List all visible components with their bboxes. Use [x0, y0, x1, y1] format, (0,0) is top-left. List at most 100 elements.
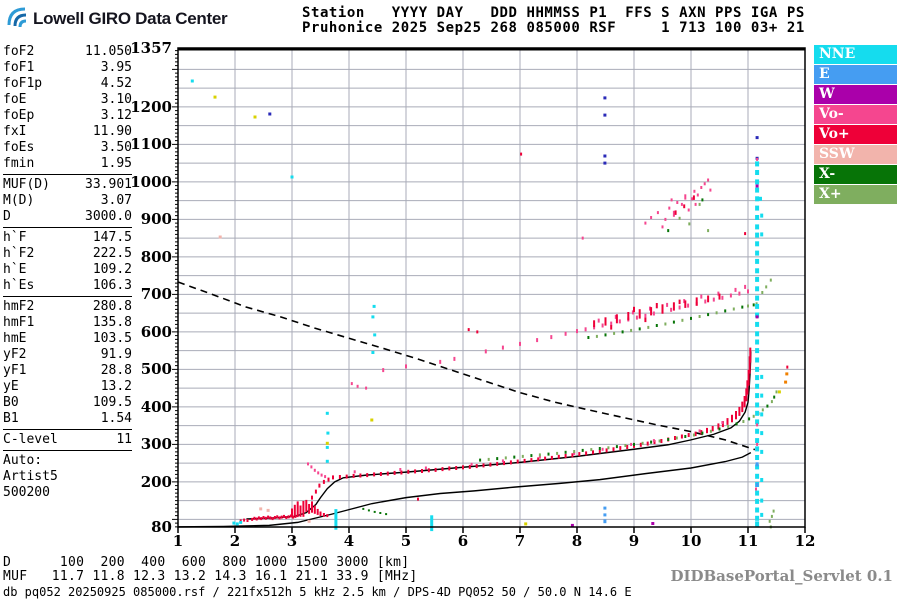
param-value: 109.2 [92, 262, 132, 277]
param-row-M(D): M(D) 3.07 [3, 193, 132, 209]
autoscaling-info: Auto: [3, 453, 43, 468]
param-label: fxI [3, 124, 27, 139]
param-value: 147.5 [92, 230, 132, 245]
series-es-cluster [291, 499, 329, 518]
param-row-MUF(D): MUF(D) 33.901 [3, 177, 132, 193]
param-value: 103.5 [92, 331, 132, 346]
series-ssw-specks [218, 235, 311, 523]
x-tick-label-3: 3 [286, 532, 298, 550]
param-label: hmF1 [3, 315, 35, 330]
param-label: C-level [3, 432, 58, 447]
series-second-hop-green-light [595, 202, 772, 338]
legend-item-Vo+: Vo+ [814, 125, 897, 144]
legend-item-SSW: SSW [814, 145, 897, 164]
param-row-foE: foE 3.10 [3, 92, 132, 108]
line-muf-transmission-curve [177, 281, 756, 451]
legend-item-W: W [814, 85, 897, 104]
series-w-specks [570, 184, 759, 527]
x-tick-label-8: 8 [571, 532, 583, 550]
param-value: 13.2 [100, 379, 132, 394]
legend-item-NNE: NNE [814, 45, 897, 64]
param-row-yF2: yF2 91.9 [3, 347, 132, 363]
param-value: 109.5 [92, 395, 132, 410]
autoscaling-info: Artist5 [3, 469, 58, 484]
param-row-foF1p: foF1p 4.52 [3, 76, 132, 92]
param-row-foF1: foF1 3.95 [3, 60, 132, 76]
param-value: 3000.0 [85, 209, 132, 224]
y-tick-label-400: 400 [140, 397, 172, 416]
y-tick-label-1357: 1357 [130, 39, 172, 57]
x-tick-label-7: 7 [514, 532, 526, 550]
param-label: h`Es [3, 278, 35, 293]
param-row-D: D 3000.0 [3, 209, 132, 225]
param-value: 4.52 [100, 76, 132, 91]
series-nne-secondary-dashes [759, 196, 764, 517]
param-value: 3.07 [100, 193, 132, 208]
giro-logo: Lowell GIRO Data Center [6, 4, 228, 34]
param-label: foF2 [3, 44, 35, 59]
param-value: 11.050 [85, 44, 132, 59]
param-separator [3, 174, 132, 175]
param-label: B1 [3, 411, 19, 426]
param-row-fmin: fmin 1.95 [3, 156, 132, 172]
legend-item-X-: X- [814, 165, 897, 184]
param-row-foEs: foEs 3.50 [3, 140, 132, 156]
param-label: yF2 [3, 347, 27, 362]
param-label: foE [3, 92, 27, 107]
param-value: 28.8 [100, 363, 132, 378]
series-nne-sparse-echoes [190, 79, 434, 532]
station-header: Station YYYY DAY DDD HHMMSS P1 FFS S AXN… [302, 6, 805, 36]
y-tick-label-600: 600 [140, 322, 172, 341]
param-label: B0 [3, 395, 19, 410]
x-tick-label-10: 10 [680, 532, 702, 550]
param-value: 106.3 [92, 278, 132, 293]
ionogram-plot [172, 47, 806, 533]
series-high-spread-cluster-red [674, 195, 747, 236]
param-value: 3.10 [100, 92, 132, 107]
x-tick-label-1: 1 [172, 532, 184, 550]
param-label: MUF(D) [3, 177, 50, 192]
param-value: 11 [116, 432, 132, 447]
series-orange-specks [784, 372, 789, 384]
param-separator [3, 296, 132, 297]
param-row-h`F2: h`F2 222.5 [3, 246, 132, 262]
servlet-version-label: DIDBasePortal_Servlet 0.1 [670, 567, 893, 585]
station-header-columns: Station YYYY DAY DDD HHMMSS P1 FFS S AXN… [302, 5, 805, 21]
distance-row: D 100 200 400 600 800 1000 1500 3000 [km… [3, 555, 410, 570]
y-tick-label-200: 200 [140, 472, 172, 491]
param-label: foF1p [3, 76, 43, 91]
param-value: 3.95 [100, 60, 132, 75]
y-tick-label-1100: 1100 [130, 135, 172, 154]
param-row-hmE: hmE 103.5 [3, 331, 132, 347]
param-value: 3.50 [100, 140, 132, 155]
scaled-parameters-panel: foF2 11.050 foF1 3.95 foF1p 4.52 foE 3.10 foEp 3.… [3, 44, 132, 501]
param-label: M(D) [3, 193, 35, 208]
param-row-h`Es: h`Es 106.3 [3, 278, 132, 294]
param-label: fmin [3, 156, 35, 171]
x-tick-label-11: 11 [737, 532, 759, 550]
series-f-trace-o-mode [311, 347, 752, 500]
param-label: yF1 [3, 363, 27, 378]
y-tick-label-80: 80 [151, 517, 172, 536]
param-label: h`F [3, 230, 27, 245]
param-row-foEp: foEp 3.12 [3, 108, 132, 124]
series-high-spread-cluster-pink [581, 178, 712, 240]
param-row-h`F: h`F 147.5 [3, 230, 132, 246]
y-tick-label-900: 900 [140, 210, 172, 229]
param-row-foF2: foF2 11.050 [3, 44, 132, 60]
param-row-hmF2: hmF2 280.8 [3, 299, 132, 315]
param-value: 3.12 [100, 108, 132, 123]
param-label: yE [3, 379, 19, 394]
param-row-yF1: yF1 28.8 [3, 363, 132, 379]
param-separator [3, 227, 132, 228]
x-tick-label-5: 5 [400, 532, 412, 550]
param-value: 91.9 [100, 347, 132, 362]
series-f-trace-vo--sprinkle [307, 421, 724, 479]
param-value: 135.8 [92, 315, 132, 330]
param-row-B1: B1 1.54 [3, 411, 132, 427]
line-artist-trace-fit [246, 351, 752, 520]
param-row-C-level: C-level 11 [3, 432, 132, 448]
line-true-height-profile [177, 452, 752, 528]
x-tick-label-6: 6 [457, 532, 469, 550]
